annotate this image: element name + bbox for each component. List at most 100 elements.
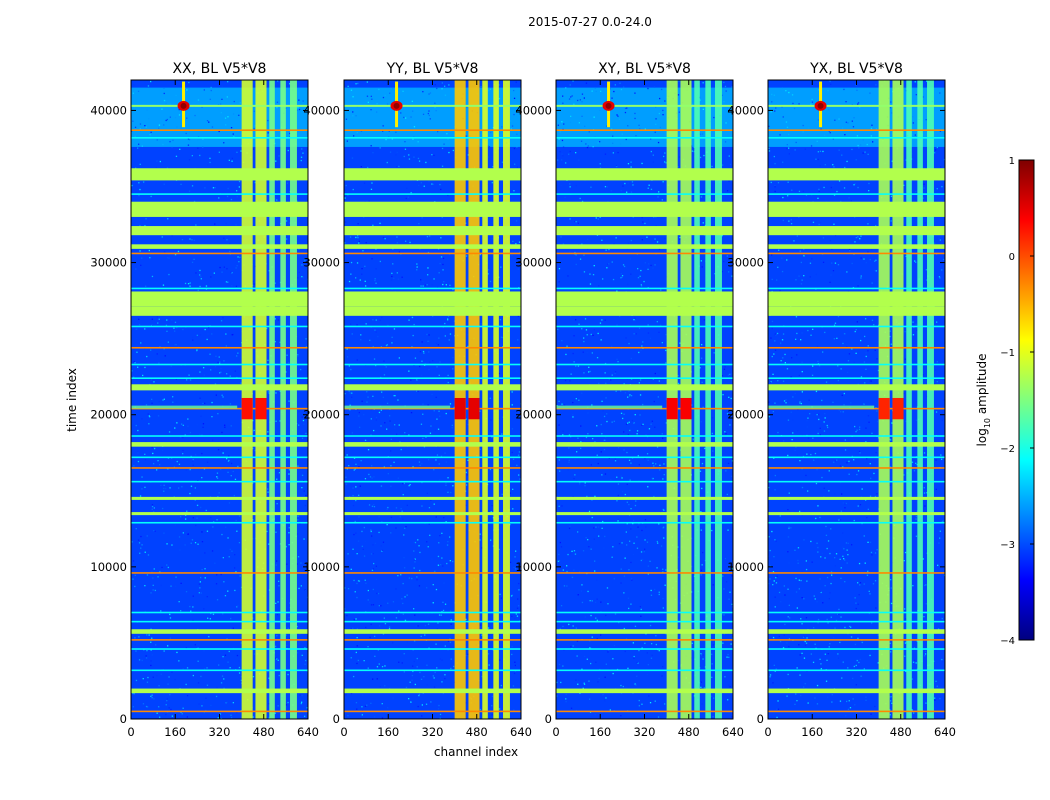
- noise-pixel: [609, 88, 611, 90]
- noise-pixel: [135, 569, 137, 571]
- noise-pixel: [596, 454, 598, 456]
- noise-pixel: [361, 545, 363, 547]
- noise-pixel: [189, 282, 191, 284]
- noise-pixel: [711, 529, 713, 532]
- noise-pixel: [601, 239, 603, 241]
- noise-pixel: [590, 464, 592, 466]
- noise-pixel: [487, 89, 490, 92]
- noise-pixel: [296, 109, 298, 111]
- noise-pixel: [367, 396, 369, 398]
- noise-pixel: [447, 381, 449, 384]
- noise-pixel: [163, 650, 165, 652]
- noise-pixel: [924, 653, 927, 655]
- noise-pixel: [175, 155, 178, 157]
- noise-pixel: [651, 420, 653, 422]
- noise-pixel: [620, 277, 622, 279]
- noise-pixel: [627, 597, 630, 599]
- noise-pixel: [364, 265, 366, 267]
- noise-pixel: [659, 469, 661, 471]
- noise-pixel: [587, 412, 589, 414]
- heatmap-image: [344, 80, 521, 719]
- noise-pixel: [356, 553, 358, 555]
- noise-pixel: [652, 440, 654, 442]
- noise-pixel: [137, 539, 140, 541]
- noise-pixel: [355, 277, 357, 279]
- noise-pixel: [372, 544, 374, 546]
- noise-pixel: [363, 660, 365, 662]
- noise-pixel: [633, 422, 635, 424]
- noise-pixel: [236, 190, 238, 192]
- noise-pixel: [810, 453, 812, 456]
- noise-pixel: [384, 623, 387, 625]
- noise-pixel: [652, 112, 654, 114]
- rfi-time-row: [556, 346, 733, 349]
- noise-pixel: [642, 341, 644, 343]
- source-core: [393, 102, 400, 109]
- noise-pixel: [661, 342, 663, 344]
- noise-pixel: [400, 112, 402, 114]
- noise-pixel: [425, 436, 427, 438]
- noise-pixel: [277, 705, 279, 707]
- noise-pixel: [439, 717, 441, 719]
- noise-pixel: [875, 270, 877, 272]
- noise-pixel: [148, 249, 150, 252]
- noise-pixel: [573, 361, 575, 363]
- noise-pixel: [304, 264, 306, 266]
- noise-pixel: [592, 438, 594, 440]
- noise-pixel: [141, 544, 143, 546]
- noise-pixel: [229, 403, 232, 405]
- noise-pixel: [444, 322, 446, 325]
- noise-pixel: [451, 427, 453, 429]
- noise-pixel: [367, 101, 369, 103]
- noise-pixel: [210, 369, 212, 371]
- noise-pixel: [254, 668, 256, 670]
- noise-pixel: [589, 370, 591, 373]
- rfi-time-row: [556, 137, 733, 139]
- noise-pixel: [449, 560, 451, 562]
- noise-pixel: [598, 535, 600, 537]
- noise-pixel: [665, 633, 667, 635]
- noise-pixel: [512, 508, 514, 510]
- noise-pixel: [222, 452, 224, 454]
- noise-pixel: [380, 485, 383, 487]
- noise-pixel: [138, 194, 140, 197]
- noise-pixel: [367, 667, 369, 669]
- noise-pixel: [419, 551, 421, 554]
- noise-pixel: [491, 222, 493, 224]
- noise-pixel: [375, 578, 378, 581]
- noise-pixel: [579, 99, 581, 101]
- noise-pixel: [356, 262, 359, 264]
- noise-pixel: [601, 319, 603, 321]
- noise-pixel: [239, 256, 241, 259]
- noise-pixel: [726, 656, 728, 658]
- noise-pixel: [781, 340, 783, 342]
- noise-pixel: [591, 636, 593, 638]
- noise-pixel: [238, 542, 241, 544]
- noise-pixel: [132, 560, 135, 562]
- source-core: [605, 102, 612, 109]
- noise-pixel: [810, 334, 812, 336]
- noise-pixel: [287, 627, 289, 629]
- noise-pixel: [813, 459, 815, 461]
- noise-pixel: [630, 239, 632, 242]
- noise-pixel: [299, 523, 301, 525]
- noise-pixel: [510, 128, 512, 130]
- noise-pixel: [443, 517, 445, 519]
- noise-pixel: [374, 635, 376, 637]
- noise-pixel: [441, 147, 444, 150]
- noise-pixel: [594, 87, 596, 89]
- rfi-time-row: [556, 325, 733, 328]
- noise-pixel: [158, 706, 160, 708]
- rfi-channel-band: [269, 80, 275, 719]
- noise-pixel: [467, 334, 469, 336]
- noise-pixel: [267, 670, 269, 673]
- noise-pixel: [605, 663, 607, 665]
- noise-pixel: [510, 120, 512, 122]
- noise-pixel: [186, 117, 188, 119]
- noise-pixel: [300, 585, 302, 587]
- noise-pixel: [677, 126, 679, 128]
- noise-pixel: [350, 692, 353, 695]
- noise-pixel: [700, 529, 702, 531]
- rfi-time-row: [131, 377, 308, 379]
- noise-pixel: [389, 415, 391, 417]
